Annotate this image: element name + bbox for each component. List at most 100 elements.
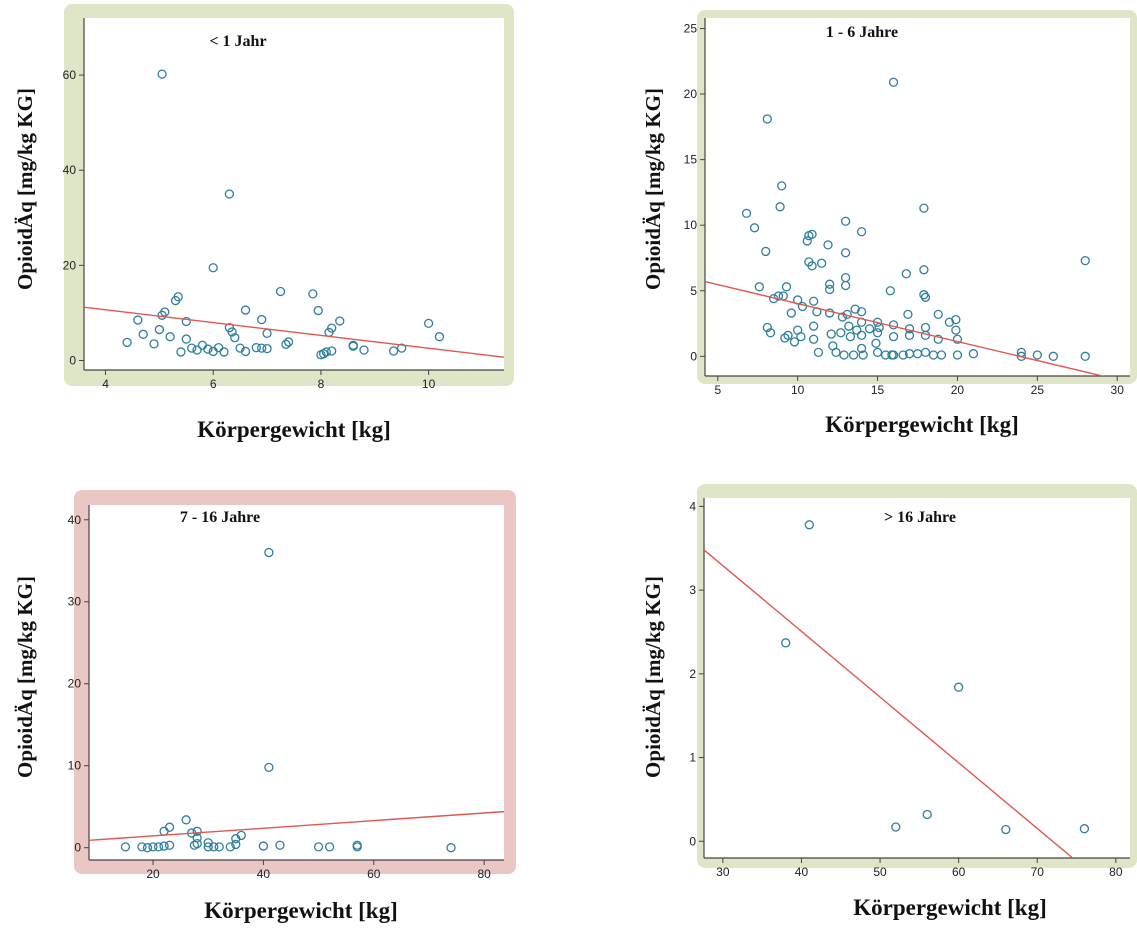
data-point [762, 322, 772, 333]
data-point [741, 208, 752, 219]
data-point [802, 236, 812, 246]
data-point [225, 842, 235, 852]
plot-content [89, 547, 504, 853]
plot-area [704, 498, 1130, 858]
data-point [872, 328, 883, 338]
plot-content [704, 520, 1090, 858]
y-tick-label: 5 [690, 284, 697, 298]
data-point [922, 809, 932, 820]
data-point [773, 291, 784, 301]
data-point [157, 69, 167, 79]
data-point [122, 337, 132, 348]
data-point [762, 114, 772, 124]
data-point [149, 339, 159, 349]
data-point [864, 324, 875, 334]
data-point [808, 296, 819, 306]
y-tick-label: 4 [689, 499, 696, 513]
data-point [1079, 824, 1090, 834]
data-point [951, 314, 961, 325]
plot-content [84, 69, 504, 360]
data-point [823, 240, 833, 250]
data-point [749, 223, 760, 233]
data-point [165, 332, 175, 342]
scatter-panel-1: 4 6 8 10 0 20 40 60 < 1 Jahr Körpergewicht [kg] Op… [13, 4, 514, 442]
data-point [203, 344, 213, 354]
data-point [192, 826, 202, 836]
data-point [313, 305, 323, 316]
data-point [240, 305, 251, 315]
data-point [856, 307, 867, 317]
x-tick-label: 30 [716, 865, 730, 879]
data-point [824, 279, 835, 289]
data-point [933, 334, 943, 344]
data-point [120, 842, 131, 852]
data-point [264, 547, 274, 558]
data-point [761, 246, 771, 257]
x-tick-label: 40 [795, 865, 809, 879]
plot-area [705, 18, 1130, 376]
data-point [283, 337, 294, 347]
data-point [257, 314, 267, 325]
data-point [839, 350, 849, 360]
data-point [852, 325, 862, 335]
data-point [219, 347, 229, 357]
data-point [783, 330, 793, 340]
data-point [888, 332, 899, 342]
y-tick-label: 10 [684, 218, 698, 232]
panel-title: < 1 Jahr [209, 33, 266, 50]
regression-line [89, 810, 504, 842]
data-point [318, 349, 329, 359]
data-point [754, 282, 764, 292]
data-point [154, 324, 165, 335]
x-axis-label: Körpergewicht [kg] [825, 412, 1019, 437]
y-tick-label: 0 [689, 834, 696, 848]
x-axis-label: Körpergewicht [kg] [204, 898, 398, 923]
data-point [264, 762, 274, 773]
y-tick-label: 25 [684, 21, 698, 35]
y-tick-label: 0 [69, 353, 76, 367]
plot-area [89, 505, 504, 860]
data-point [919, 203, 929, 213]
data-point [952, 350, 963, 360]
y-axis-label: OpioidÄq [mg/kg KG] [13, 88, 37, 290]
data-point [164, 822, 175, 832]
data-point [321, 347, 331, 357]
data-point [1080, 255, 1090, 266]
x-tick-label: 60 [367, 867, 381, 881]
data-point [781, 282, 792, 292]
data-point [775, 202, 785, 212]
data-point [335, 316, 345, 326]
regression-line [705, 280, 1106, 376]
data-point [919, 265, 929, 275]
y-tick-label: 15 [684, 153, 698, 167]
data-point [824, 284, 835, 295]
data-point [230, 333, 240, 343]
plot-content [705, 77, 1106, 376]
data-point [856, 343, 867, 354]
data-point [871, 338, 881, 348]
scatter-panel-4: 30 40 50 60 70 80 0 1 2 3 4 > 16 Jahre Körpergewicht… [641, 484, 1137, 920]
data-point [1001, 824, 1011, 835]
data-point [1080, 351, 1090, 361]
data-point [808, 321, 819, 331]
data-point [968, 349, 979, 359]
data-point [813, 347, 824, 358]
data-point [231, 839, 241, 850]
x-tick-label: 80 [1109, 865, 1123, 879]
y-tick-label: 20 [63, 258, 77, 272]
data-point [208, 263, 218, 273]
data-point [888, 77, 899, 87]
data-point [240, 346, 251, 357]
data-point [796, 332, 806, 342]
data-point [786, 308, 796, 318]
data-point [236, 830, 246, 841]
x-tick-label: 40 [257, 867, 271, 881]
data-point [281, 339, 291, 349]
data-point [888, 350, 899, 360]
x-tick-label: 4 [102, 377, 109, 391]
data-point [808, 334, 819, 344]
data-point [951, 325, 961, 335]
data-point [397, 343, 407, 353]
y-tick-label: 10 [68, 759, 82, 773]
